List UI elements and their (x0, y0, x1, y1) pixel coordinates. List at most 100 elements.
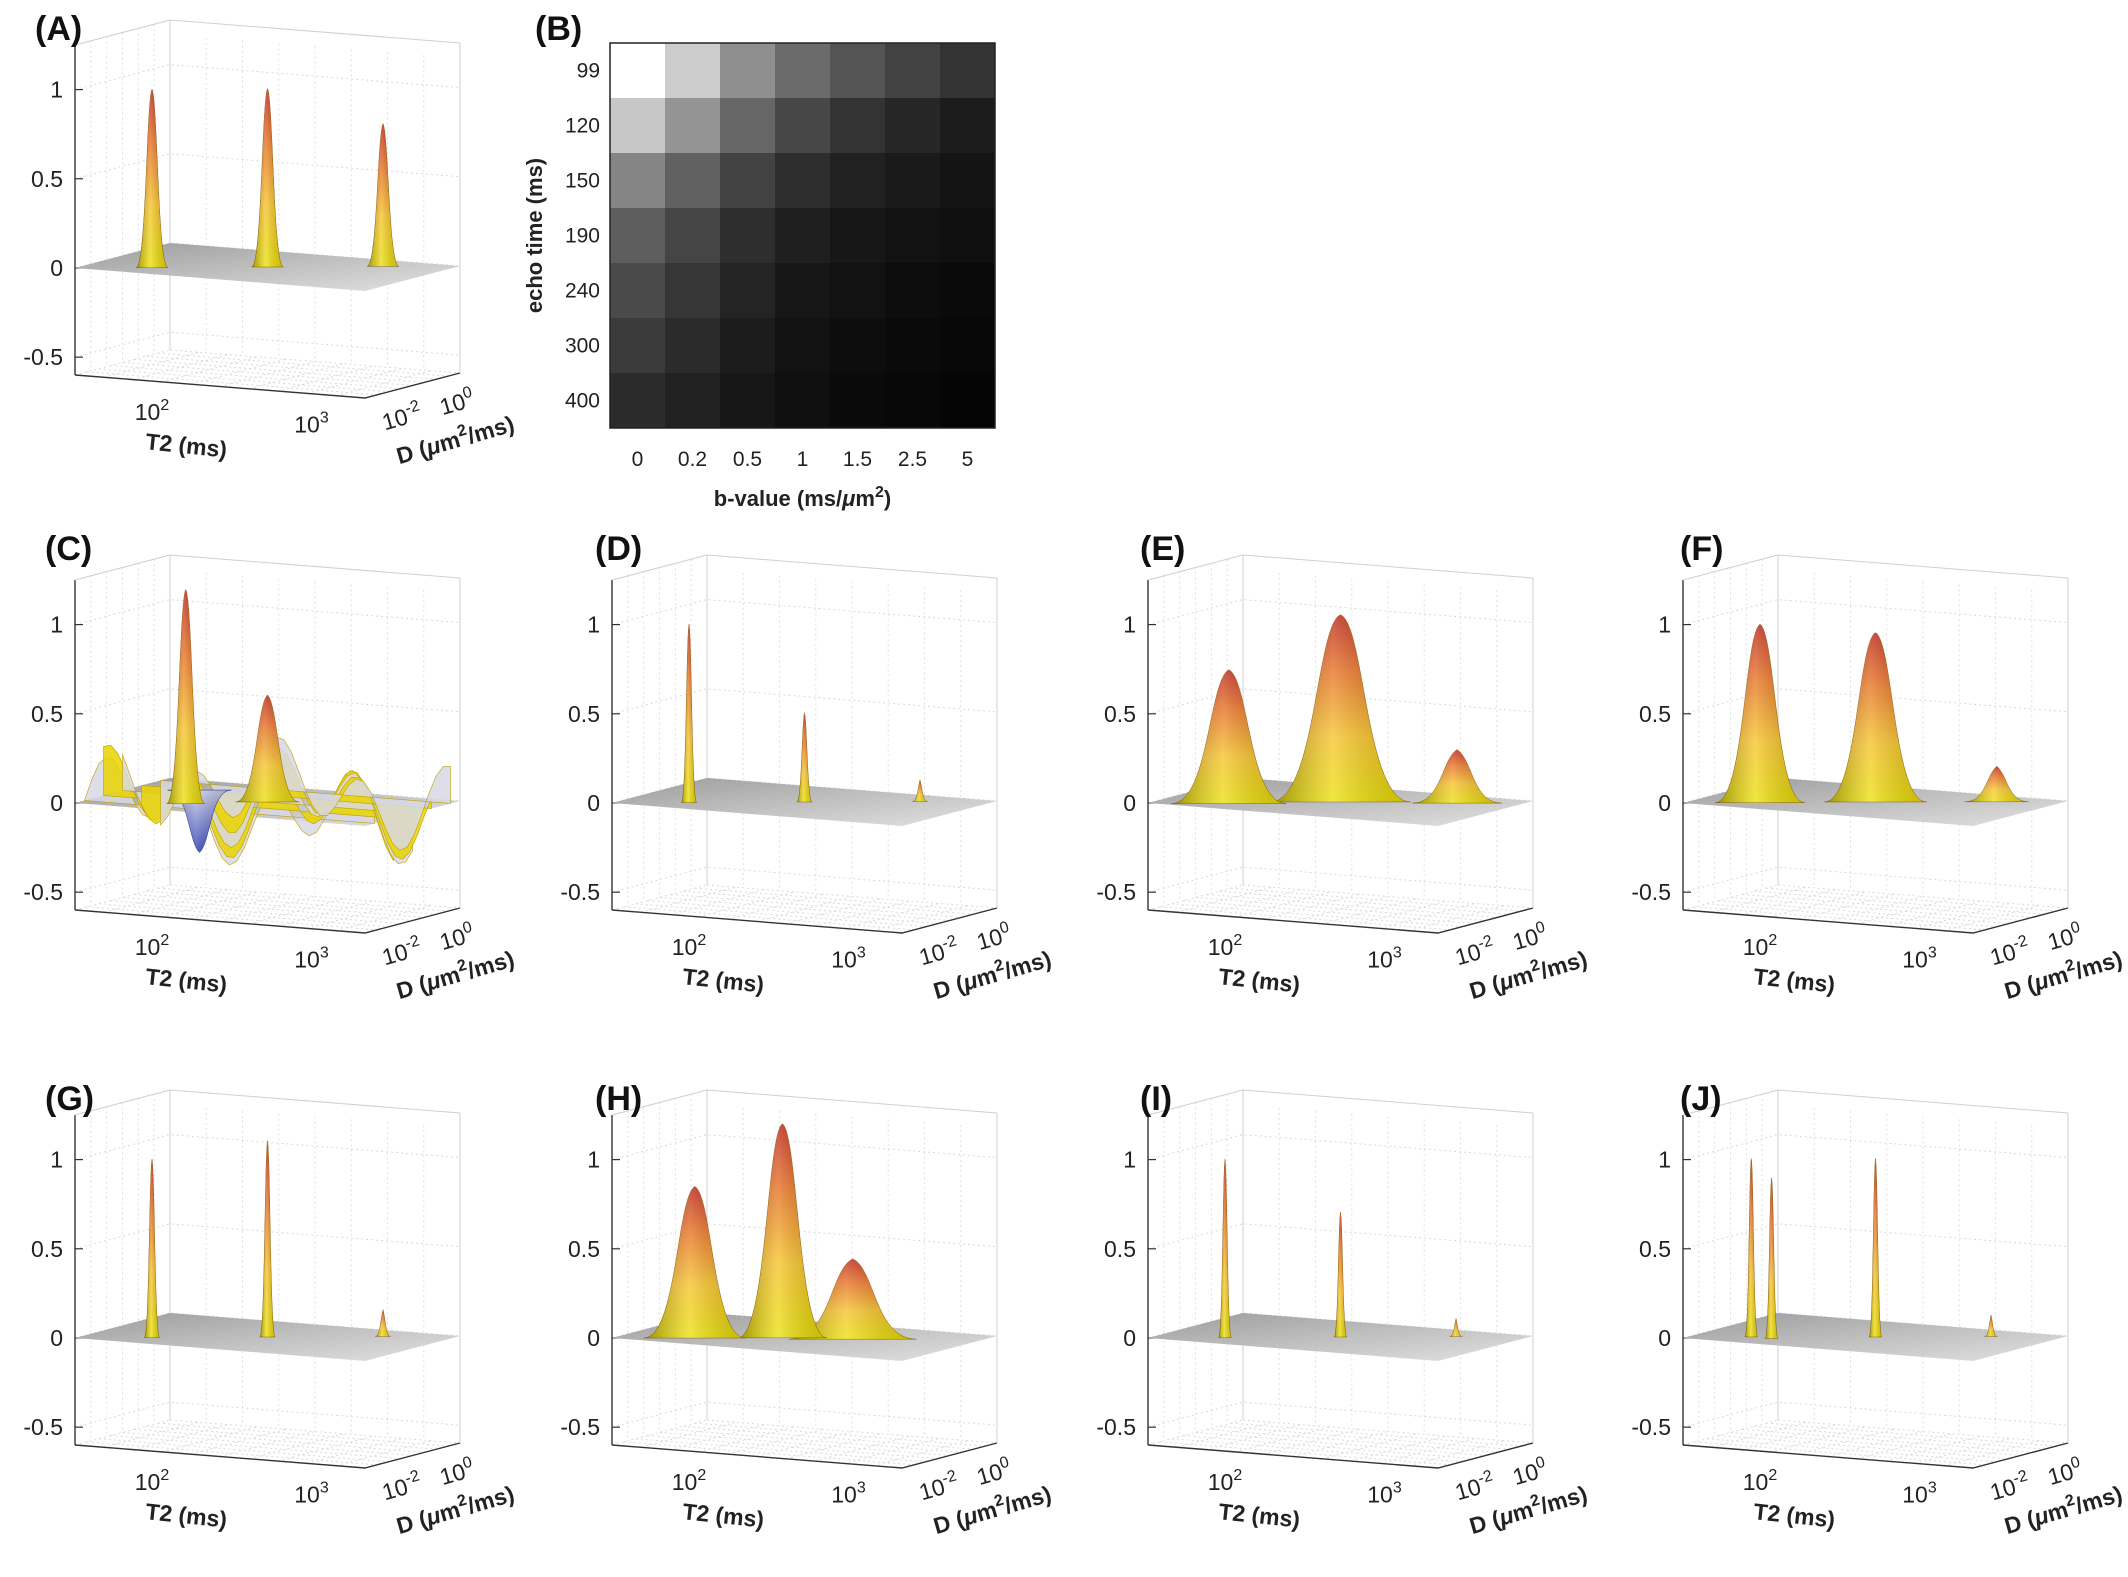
heatmap-cell (720, 373, 776, 429)
z-tick-label: 0.5 (31, 1236, 63, 1262)
grid-line (158, 887, 449, 912)
y-tick-label: 300 (565, 335, 600, 358)
heatmap-cell (665, 43, 721, 99)
peaks (1171, 614, 1502, 804)
grid-line (1682, 884, 1779, 911)
heatmap-cell (885, 263, 941, 319)
grid-line (146, 890, 437, 915)
z-tick-label: -0.5 (23, 879, 63, 905)
heatmap-cell (830, 373, 886, 429)
grid-line (727, 893, 824, 920)
y-tick-label: 240 (565, 280, 600, 303)
x-tick-label: 102 (672, 932, 707, 960)
grid-line (1742, 1428, 2033, 1453)
peak-shading (1984, 1314, 1998, 1337)
peak-shading (259, 1140, 276, 1337)
axis-line (74, 907, 461, 934)
grid-line (74, 64, 461, 91)
grid-line (611, 1223, 998, 1250)
heatmap-cell (885, 318, 941, 374)
panel-label: (I) (1140, 1080, 1172, 1118)
grid-line (1207, 893, 1498, 918)
grid-line (611, 599, 998, 626)
y-tick-label: 10-2 (1452, 1467, 1498, 1505)
y-axis-label: D (μm2/ms) (930, 944, 1054, 1004)
grid-line (103, 1421, 200, 1448)
y-axis-label: D (μm2/ms) (930, 1479, 1054, 1539)
grid-line (1176, 886, 1273, 913)
x-axis-label: T2 (ms) (681, 1498, 765, 1532)
heatmap-cell (610, 208, 666, 264)
grid-line (74, 1419, 171, 1446)
grid-line (1798, 1428, 1895, 1455)
grid-line (1706, 1438, 1997, 1463)
x-tick-label: 103 (1902, 945, 1937, 973)
grid-line (1885, 900, 1982, 927)
heatmap-cell (940, 373, 996, 429)
peaks (166, 589, 300, 853)
z-tick-label: 0.5 (31, 701, 63, 727)
peak-shading (144, 1159, 160, 1338)
grid-line (1914, 1437, 2011, 1464)
x-tick-label: 103 (1902, 1480, 1937, 1508)
x-tick-label: 103 (294, 1480, 329, 1508)
z-tick-label: 0 (1658, 1325, 1671, 1351)
grid-line (1147, 884, 1244, 911)
grid-line (872, 1440, 969, 1467)
heatmap-cell (610, 43, 666, 99)
grid-line (843, 902, 940, 929)
axes-box (1682, 554, 2069, 934)
y-tick-label: 120 (565, 115, 600, 138)
grid-line (1766, 887, 2057, 912)
grid-line (1718, 900, 2009, 925)
grid-line (122, 897, 413, 921)
heatmap-cell (830, 318, 886, 374)
axis-line (1682, 1442, 2069, 1469)
peak-shading (235, 694, 300, 802)
peak-shading (367, 123, 399, 267)
grid-line (158, 1422, 449, 1447)
grid-line (74, 884, 171, 911)
heatmap-cell (610, 263, 666, 319)
grid-line (1263, 893, 1360, 920)
box-edge (611, 1089, 998, 1116)
x-axis-label: T2 (ms) (1217, 963, 1301, 997)
x-tick-label: 102 (1208, 932, 1243, 960)
y-tick-label: 400 (565, 390, 600, 413)
y-tick-label: 100 (2044, 919, 2085, 955)
z-tick-label: 0 (587, 790, 600, 816)
grid-line (706, 1419, 998, 1444)
grid-line (1147, 1419, 1244, 1446)
peak-shading (1715, 624, 1805, 803)
heatmap-cell (610, 318, 666, 374)
grid-line (623, 1441, 914, 1466)
y-tick-label: 10-2 (916, 932, 962, 970)
panel-b: 99 120 150 190 240 300 400 0 0.2 0.5 1 1.5 2.5 5 b-val… (522, 42, 996, 511)
x-tick-label: 0 (632, 448, 644, 471)
peak-shading (1765, 1177, 1778, 1339)
y-axis-label: D (μm2/ms) (1466, 944, 1590, 1004)
grid-line (1183, 900, 1474, 925)
y-tick-label: 100 (973, 1454, 1014, 1490)
x-tick-label: 103 (831, 1480, 866, 1508)
grid-line (1379, 1437, 1476, 1464)
axis-line (1682, 907, 2069, 934)
grid-line (169, 349, 461, 374)
grid-line (695, 1422, 986, 1447)
heatmap-cell (775, 98, 831, 154)
grid-line (248, 363, 345, 390)
grid-line (1195, 1432, 1486, 1456)
grid-line (98, 1438, 389, 1463)
grid-line (1754, 1425, 2045, 1450)
grid-line (122, 362, 413, 386)
peak-shading (1412, 749, 1502, 804)
peak-shading (375, 1309, 391, 1337)
panel-label: (B) (535, 10, 582, 48)
grid-line (190, 1428, 287, 1455)
grid-line (698, 891, 795, 918)
grid-line (1682, 1419, 1779, 1446)
grid-line (1263, 1428, 1360, 1455)
grid-line (74, 866, 461, 893)
x-axis-label: T2 (ms) (144, 963, 228, 997)
grid-line (1231, 1422, 1522, 1447)
